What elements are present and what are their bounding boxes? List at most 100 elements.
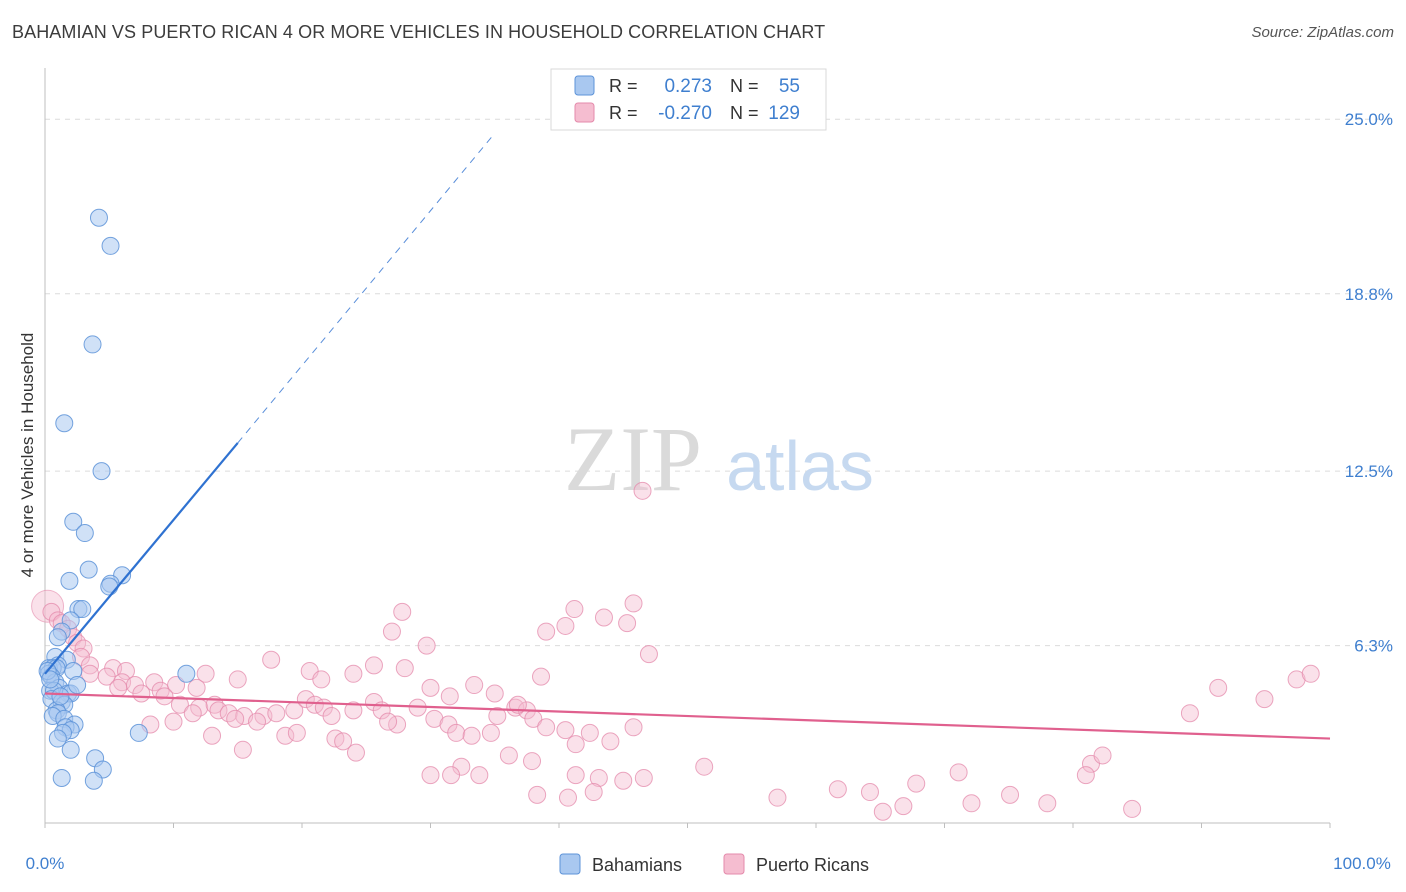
puerto-rican-point-97 xyxy=(470,766,489,785)
puerto-rican-point-105 xyxy=(558,788,577,807)
puerto-rican-point-47 xyxy=(488,707,507,726)
puerto-rican-point-82 xyxy=(624,594,643,613)
legend-r-value-1: 0.273 xyxy=(664,76,712,97)
puerto-rican-point-71 xyxy=(421,678,440,697)
bahamian-point-0 xyxy=(89,208,108,227)
puerto-rican-point-108 xyxy=(828,780,847,799)
puerto-rican-point-58 xyxy=(164,712,183,731)
puerto-rican-point-54 xyxy=(580,723,599,742)
puerto-rican-point-120 xyxy=(1038,794,1057,813)
x-tick-label-0: 0.0% xyxy=(26,854,65,873)
puerto-rican-point-67 xyxy=(346,743,365,762)
puerto-rican-point-46 xyxy=(481,723,500,742)
legend-r-label-1: R = xyxy=(609,76,638,96)
puerto-rican-point-77 xyxy=(537,622,556,641)
puerto-rican-point-76 xyxy=(532,667,551,686)
y-tick-label-0: 6.3% xyxy=(1354,637,1393,656)
puerto-rican-point-96 xyxy=(442,766,461,785)
puerto-rican-point-125 xyxy=(1301,664,1320,683)
puerto-rican-point-64 xyxy=(287,723,306,742)
puerto-rican-point-106 xyxy=(584,783,603,802)
puerto-rican-point-102 xyxy=(634,768,653,787)
puerto-rican-point-112 xyxy=(907,774,926,793)
puerto-rican-point-56 xyxy=(624,718,643,737)
puerto-rican-point-51 xyxy=(537,718,556,737)
bahamian-point-50 xyxy=(177,664,196,683)
puerto-rican-point-99 xyxy=(566,766,585,785)
bottom-legend-puerto-ricans: Puerto Ricans xyxy=(756,855,869,875)
bahamian-point-4 xyxy=(92,462,111,481)
x-tick-label-1: 100.0% xyxy=(1333,854,1391,873)
puerto-rican-point-63 xyxy=(276,726,295,745)
puerto-rican-point-88 xyxy=(344,664,363,683)
bahamian-point-45 xyxy=(61,740,80,759)
puerto-rican-point-98 xyxy=(421,766,440,785)
puerto-rican-point-48 xyxy=(506,698,525,717)
puerto-rican-point-110 xyxy=(873,802,892,821)
puerto-rican-point-101 xyxy=(614,771,633,790)
bottom-legend-swatch-bahamians xyxy=(559,853,581,875)
puerto-rican-point-117 xyxy=(1093,746,1112,765)
puerto-rican-point-42 xyxy=(425,709,444,728)
bahamian-point-1 xyxy=(101,236,120,255)
puerto-rican-point-100 xyxy=(589,768,608,787)
puerto-rican-point-68 xyxy=(379,712,398,731)
correlation-legend: R = 0.273 N = 55 R = -0.270 N = 129 xyxy=(550,68,827,131)
puerto-rican-point-118 xyxy=(1123,799,1142,818)
puerto-rican-point-72 xyxy=(440,687,459,706)
puerto-rican-point-26 xyxy=(209,701,228,720)
bahamian-trend-extension xyxy=(237,132,496,444)
puerto-rican-point-79 xyxy=(565,600,584,619)
puerto-rican-point-37 xyxy=(344,701,363,720)
bahamian-point-7 xyxy=(79,560,98,579)
puerto-rican-point-large xyxy=(31,589,65,623)
puerto-rican-point-59 xyxy=(183,704,202,723)
puerto-rican-point-15 xyxy=(109,678,128,697)
legend-n-label-1: N = xyxy=(730,76,759,96)
chart-title: BAHAMIAN VS PUERTO RICAN 4 OR MORE VEHIC… xyxy=(12,22,826,42)
y-tick-labels: 6.3% 12.5% 18.8% 25.0% xyxy=(1345,110,1393,655)
puerto-rican-point-114 xyxy=(962,794,981,813)
x-tick-labels: 0.0% 100.0% xyxy=(26,854,1391,873)
puerto-rican-point-81 xyxy=(618,614,637,633)
puerto-rican-point-36 xyxy=(322,707,341,726)
puerto-rican-point-109 xyxy=(860,783,879,802)
puerto-rican-point-94 xyxy=(499,746,518,765)
puerto-rican-point-115 xyxy=(1001,785,1020,804)
bahamian-point-52 xyxy=(41,670,60,689)
watermark-atlas: atlas xyxy=(726,427,874,505)
bahamian-point-49 xyxy=(84,771,103,790)
puerto-rican-point-122 xyxy=(1209,678,1228,697)
puerto-rican-point-121 xyxy=(1180,704,1199,723)
puerto-rican-point-86 xyxy=(382,622,401,641)
puerto-rican-point-87 xyxy=(393,602,412,621)
puerto-rican-point-74 xyxy=(485,684,504,703)
bahamian-trend-line xyxy=(44,442,239,675)
puerto-rican-point-19 xyxy=(167,676,186,695)
series-legend: Bahamians Puerto Ricans xyxy=(559,853,869,875)
puerto-rican-point-113 xyxy=(949,763,968,782)
puerto-rican-point-22 xyxy=(155,687,174,706)
grid-lines xyxy=(45,118,1395,647)
puerto-rican-point-66 xyxy=(334,732,353,751)
puerto-rican-point-30 xyxy=(248,712,267,731)
puerto-rican-point-104 xyxy=(528,785,547,804)
bottom-legend-bahamians: Bahamians xyxy=(592,855,682,875)
puerto-rican-point-53 xyxy=(566,735,585,754)
puerto-rican-point-92 xyxy=(196,664,215,683)
puerto-rican-point-62 xyxy=(233,740,252,759)
puerto-rican-point-111 xyxy=(894,797,913,816)
puerto-rican-point-20 xyxy=(187,678,206,697)
bahamian-point-5 xyxy=(64,512,83,531)
trend-lines xyxy=(44,132,1331,740)
bahamian-point-16 xyxy=(48,628,67,647)
bahamian-point-44 xyxy=(48,729,67,748)
watermark: ZIP atlas xyxy=(564,408,874,510)
puerto-rican-point-61 xyxy=(203,726,222,745)
legend-r-label-2: R = xyxy=(609,103,638,123)
bahamian-point-48 xyxy=(52,768,71,787)
puerto-rican-point-55 xyxy=(601,732,620,751)
bahamian-point-13 xyxy=(73,600,92,619)
bahamian-point-54 xyxy=(68,676,87,695)
puerto-rican-point-23 xyxy=(170,695,189,714)
